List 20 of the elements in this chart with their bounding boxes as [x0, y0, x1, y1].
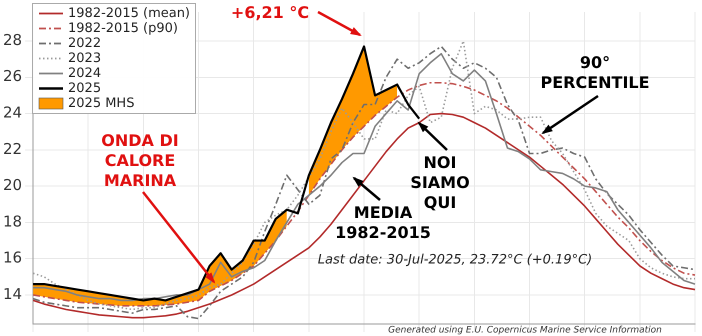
y-tick-label: 28 — [2, 30, 22, 49]
legend-label: 2024 — [68, 66, 102, 81]
y-tick-label: 20 — [2, 176, 22, 194]
legend-label: 1982-2015 (p90) — [68, 21, 178, 36]
y-tick-label: 14 — [2, 284, 22, 303]
annotation: ONDA DI CALORE MARINA — [101, 131, 179, 190]
legend-label: 2025 MHS — [68, 96, 134, 111]
annotation: 90° PERCENTILE — [540, 53, 650, 92]
y-tick-label: 16 — [2, 248, 22, 267]
annotation: +6,21 °C — [230, 3, 310, 22]
text: Generated using E.U. Copernicus Marine Service Information — [388, 325, 662, 336]
y-tick-label: 18 — [2, 212, 22, 230]
y-tick-label: 26 — [2, 67, 22, 86]
annotation: Last date: 30-Jul-2025, 23.72°C (+0.19°C) — [318, 252, 592, 268]
y-tick-label: 24 — [2, 103, 22, 122]
legend-label: 2023 — [68, 51, 102, 66]
legend-label: 2022 — [68, 36, 102, 51]
legend-label: 1982-2015 (mean) — [68, 6, 190, 21]
y-tick-label: 22 — [2, 140, 22, 158]
legend-label: 2025 — [68, 81, 102, 96]
